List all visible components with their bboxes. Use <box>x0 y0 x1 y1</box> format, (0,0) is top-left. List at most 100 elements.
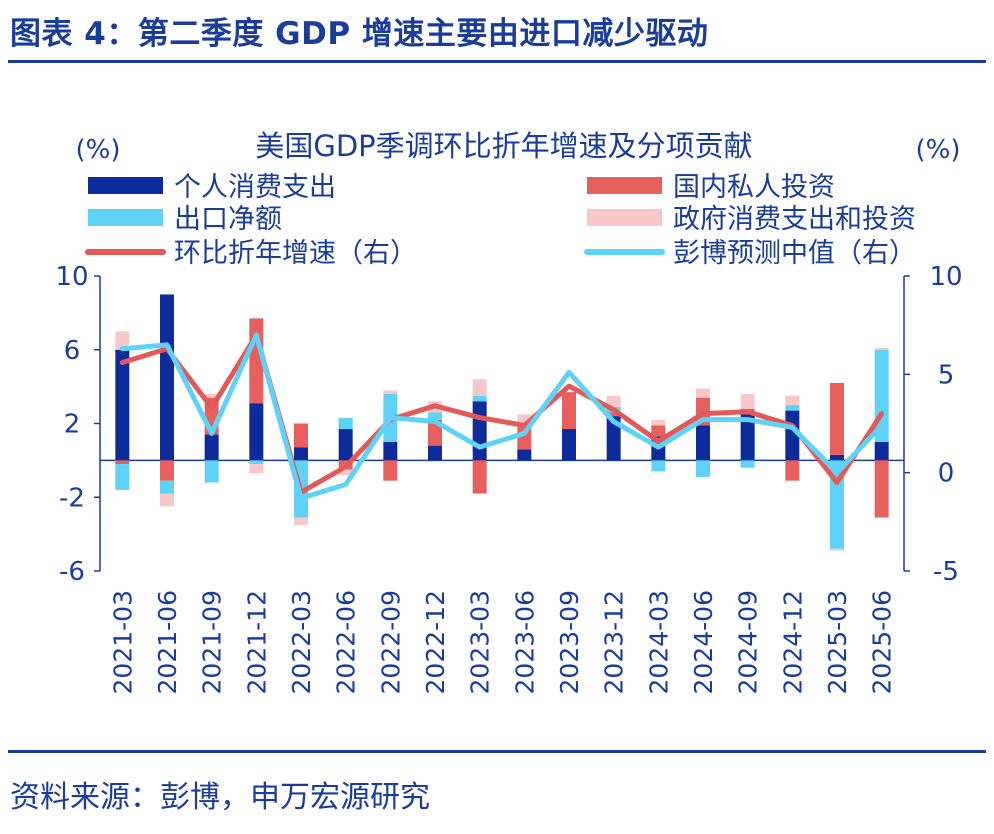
bar-2-2021-06 <box>160 460 174 481</box>
legend-swatch-2 <box>587 177 662 194</box>
bar-4-2023-03 <box>472 379 487 396</box>
right-tick-label: -5 <box>933 557 959 587</box>
bar-1-2021-09 <box>204 434 219 461</box>
bar-1-2023-12 <box>606 416 621 461</box>
bar-1-2025-03 <box>830 454 844 461</box>
bar-4-2023-12 <box>606 395 621 407</box>
bar-1-2021-03 <box>115 349 130 461</box>
bar-2-2024-12 <box>785 460 800 481</box>
bar-4-2021-09 <box>204 394 219 398</box>
left-tick-label: -6 <box>59 557 85 587</box>
bar-2-2023-09 <box>562 392 576 430</box>
bottom-divider <box>8 750 986 753</box>
bar-4-2021-03 <box>115 331 130 350</box>
x-tick-label: 2023-09 <box>555 590 584 694</box>
legend-swatch-4 <box>587 209 662 226</box>
bar-4-2021-12 <box>249 464 264 474</box>
bar-1-2021-06 <box>160 294 174 461</box>
x-tick-label: 2022-12 <box>421 590 450 694</box>
x-tick-label: 2024-09 <box>734 590 763 694</box>
legend-label-4: 政府消费支出和投资 <box>673 204 916 235</box>
bar-1-2025-06 <box>874 441 889 461</box>
bar-3-2025-03 <box>830 460 844 549</box>
bar-3-2021-03 <box>115 464 130 490</box>
legend-swatch-3 <box>88 209 163 226</box>
legend-label-6: 彭博预测中值（右） <box>673 238 916 269</box>
right-tick-label: 10 <box>929 262 962 292</box>
bar-4-2021-06 <box>160 493 174 507</box>
bar-3-2022-12 <box>428 412 442 420</box>
left-tick-label: 10 <box>55 262 88 292</box>
bar-3-2024-03 <box>651 460 666 472</box>
x-tick-label: 2023-03 <box>466 590 495 694</box>
chart-title: 美国GDP季调环比折年增速及分项贡献 <box>255 129 752 163</box>
top-divider <box>8 60 986 63</box>
bar-3-2024-06 <box>696 460 710 477</box>
bar-2-2022-09 <box>383 460 398 481</box>
x-tick-label: 2021-06 <box>153 590 182 694</box>
bar-4-2022-09 <box>383 390 398 394</box>
bar-1-2021-12 <box>249 403 264 461</box>
bar-1-2023-09 <box>562 429 576 461</box>
bar-4-2024-09 <box>740 394 755 409</box>
left-axis-unit: (%) <box>76 135 121 165</box>
x-tick-label: 2025-03 <box>823 590 852 694</box>
x-tick-label: 2022-03 <box>287 590 316 694</box>
legend-label-1: 个人消费支出 <box>174 172 336 203</box>
left-tick-label: -2 <box>59 483 85 513</box>
bar-2-2022-03 <box>294 423 308 448</box>
x-tick-label: 2021-12 <box>242 590 271 694</box>
x-tick-label: 2023-06 <box>510 590 539 694</box>
bar-1-2023-06 <box>517 449 532 461</box>
bar-4-2022-03 <box>294 517 308 525</box>
consensus-forecast-line <box>119 332 885 501</box>
x-tick-label: 2024-06 <box>689 590 718 694</box>
legend-label-3: 出口净额 <box>174 204 282 235</box>
x-tick-label: 2021-09 <box>198 590 227 694</box>
right-tick-label: 5 <box>938 360 955 390</box>
source-note: 资料来源：彭博，申万宏源研究 <box>10 780 430 815</box>
bar-4-2024-06 <box>696 388 710 398</box>
x-tick-label: 2022-09 <box>376 590 405 694</box>
x-tick-label: 2022-06 <box>332 590 361 694</box>
bar-3-2021-09 <box>204 460 219 483</box>
bar-1-2024-06 <box>696 425 710 461</box>
figure-title: 图表 4：第二季度 GDP 增速主要由进口减少驱动 <box>10 16 709 52</box>
bar-3-2022-06 <box>338 417 353 430</box>
bar-4-2024-03 <box>651 419 666 426</box>
right-axis-unit: (%) <box>916 135 961 165</box>
bar-4-2024-12 <box>785 395 800 406</box>
bar-2-2021-03 <box>115 460 130 465</box>
bar-2-2025-06 <box>874 460 889 518</box>
bar-4-2025-03 <box>830 548 844 551</box>
growth-rate-line <box>119 332 885 495</box>
bar-1-2022-03 <box>294 447 308 461</box>
bar-2-2023-12 <box>606 412 621 417</box>
left-tick-label: 6 <box>64 336 81 366</box>
bar-1-2022-12 <box>428 445 442 461</box>
left-tick-label: 2 <box>64 410 81 440</box>
bar-4-2023-06 <box>517 414 532 426</box>
bar-2-2025-03 <box>830 382 844 455</box>
x-tick-label: 2021-03 <box>108 590 137 694</box>
bar-3-2023-03 <box>472 395 487 402</box>
bar-1-2022-09 <box>383 441 398 461</box>
right-tick-label: 0 <box>938 459 955 489</box>
bar-1-2022-06 <box>338 429 353 461</box>
x-tick-label: 2024-12 <box>778 590 807 694</box>
legend-label-2: 国内私人投资 <box>673 172 835 203</box>
bar-3-2021-06 <box>160 480 174 494</box>
bar-3-2024-12 <box>785 405 800 411</box>
bar-4-2025-06 <box>874 347 889 350</box>
bar-1-2023-03 <box>472 401 487 461</box>
bar-2-2023-03 <box>472 460 487 494</box>
bar-2-2024-03 <box>651 425 666 437</box>
legend-swatch-1 <box>88 177 163 194</box>
bar-1-2024-09 <box>740 414 755 461</box>
x-tick-label: 2024-03 <box>644 590 673 694</box>
x-tick-label: 2023-12 <box>600 590 629 694</box>
legend-label-5: 环比折年增速（右） <box>174 238 417 269</box>
bar-3-2021-12 <box>249 460 264 465</box>
bar-4-2022-06 <box>338 469 353 476</box>
x-tick-label: 2025-06 <box>868 590 897 694</box>
